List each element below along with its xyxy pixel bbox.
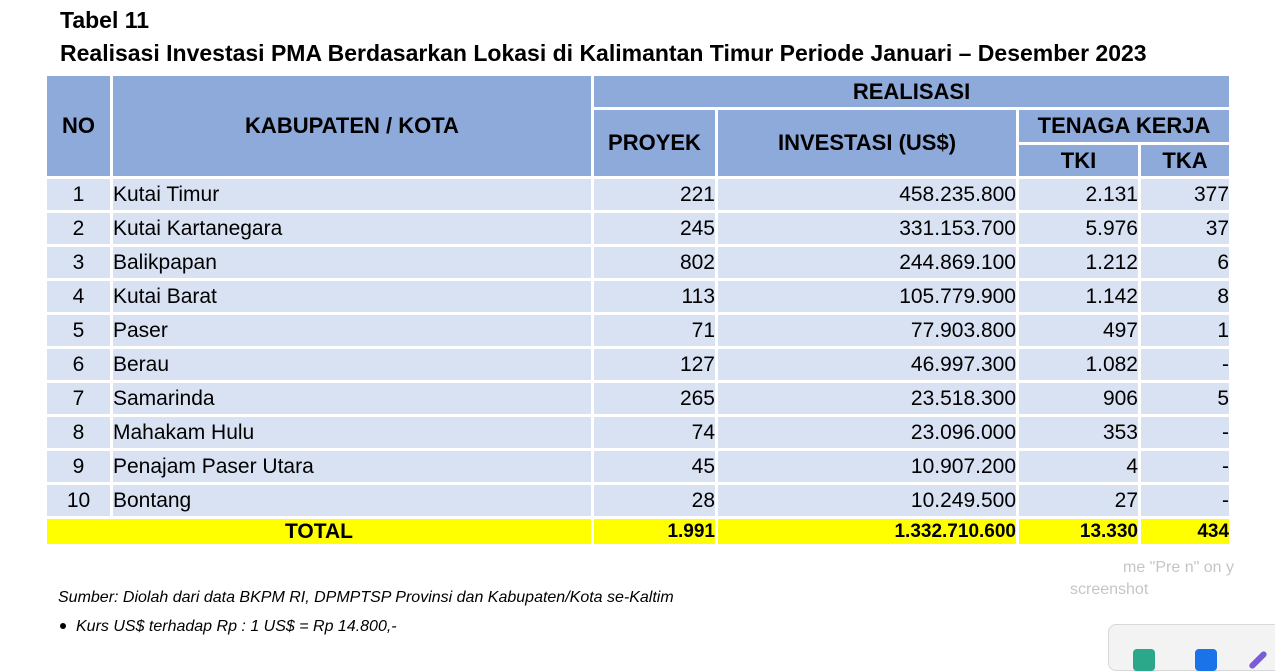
table-row: 10 Bontang 28 10.249.500 27 - (44, 482, 1233, 519)
taskbar-pen-icon[interactable] (1248, 650, 1268, 670)
cell-tki: 2.131 (1016, 176, 1141, 213)
table-row: 6 Berau 127 46.997.300 1.082 - (44, 346, 1233, 383)
cell-tki: 497 (1016, 312, 1141, 349)
cell-investasi: 23.096.000 (715, 414, 1019, 451)
cell-proyek: 45 (591, 448, 718, 485)
cell-region: Kutai Barat (110, 278, 594, 315)
cell-tka: - (1137, 346, 1233, 383)
total-tka: 434 (1137, 516, 1233, 547)
cell-no: 2 (44, 210, 113, 247)
header-proyek: PROYEK (591, 107, 718, 179)
cell-no: 10 (44, 482, 113, 519)
cell-tki: 1.212 (1016, 244, 1141, 281)
cell-region: Bontang (110, 482, 594, 519)
cell-investasi: 458.235.800 (715, 176, 1019, 213)
cell-no: 7 (44, 380, 113, 417)
cell-proyek: 802 (591, 244, 718, 281)
cell-region: Paser (110, 312, 594, 349)
source-note: Sumber: Diolah dari data BKPM RI, DPMPTS… (58, 589, 674, 606)
cell-region: Kutai Kartanegara (110, 210, 594, 247)
cell-proyek: 265 (591, 380, 718, 417)
table-title: Realisasi Investasi PMA Berdasarkan Loka… (60, 40, 1147, 66)
header-no: NO (44, 73, 113, 179)
cell-investasi: 244.869.100 (715, 244, 1019, 281)
table-row: 1 Kutai Timur 221 458.235.800 2.131 377 (44, 176, 1233, 213)
total-row: TOTAL 1.991 1.332.710.600 13.330 434 (44, 516, 1233, 547)
table-row: 3 Balikpapan 802 244.869.100 1.212 6 (44, 244, 1233, 281)
cell-tka: 6 (1137, 244, 1233, 281)
taskbar-tray (1108, 624, 1275, 671)
cell-investasi: 10.907.200 (715, 448, 1019, 485)
cell-region: Samarinda (110, 380, 594, 417)
cell-no: 3 (44, 244, 113, 281)
cell-no: 9 (44, 448, 113, 485)
cell-tki: 5.976 (1016, 210, 1141, 247)
overlay-text-line2: screenshot (1070, 581, 1149, 598)
taskbar-browser-icon[interactable] (1195, 649, 1217, 671)
table-label: Tabel 11 (60, 7, 150, 33)
cell-region: Berau (110, 346, 594, 383)
cell-proyek: 127 (591, 346, 718, 383)
cell-tka: 37 (1137, 210, 1233, 247)
cell-tki: 27 (1016, 482, 1141, 519)
cell-proyek: 221 (591, 176, 718, 213)
cell-region: Kutai Timur (110, 176, 594, 213)
header-tenaga-kerja: TENAGA KERJA (1015, 107, 1233, 145)
header-tka: TKA (1137, 142, 1233, 179)
cell-tka: - (1137, 414, 1233, 451)
investment-table: NO KABUPATEN / KOTA REALISASI PROYEK INV… (44, 73, 1233, 547)
cell-tki: 4 (1016, 448, 1141, 485)
exchange-rate-note: Kurs US$ terhadap Rp : 1 US$ = Rp 14.800… (58, 618, 397, 636)
cell-tka: 1 (1137, 312, 1233, 349)
table-row: 5 Paser 71 77.903.800 497 1 (44, 312, 1233, 349)
header-investasi: INVESTASI (US$) (715, 107, 1019, 179)
cell-proyek: 245 (591, 210, 718, 247)
cell-region: Balikpapan (110, 244, 594, 281)
taskbar-app-icon[interactable] (1133, 649, 1155, 671)
cell-investasi: 46.997.300 (715, 346, 1019, 383)
table-row: 9 Penajam Paser Utara 45 10.907.200 4 - (44, 448, 1233, 485)
total-investasi: 1.332.710.600 (715, 516, 1019, 547)
table-row: 2 Kutai Kartanegara 245 331.153.700 5.97… (44, 210, 1233, 247)
cell-no: 5 (44, 312, 113, 349)
cell-investasi: 331.153.700 (715, 210, 1019, 247)
cell-tki: 1.142 (1016, 278, 1141, 315)
bullet-icon (60, 622, 66, 629)
total-tki: 13.330 (1016, 516, 1141, 547)
cell-no: 8 (44, 414, 113, 451)
cell-region: Mahakam Hulu (110, 414, 594, 451)
cell-no: 6 (44, 346, 113, 383)
total-label: TOTAL (44, 516, 594, 547)
cell-investasi: 10.249.500 (715, 482, 1019, 519)
overlay-text-line1: me "Pre n" on y (1123, 559, 1234, 576)
cell-proyek: 113 (591, 278, 718, 315)
total-proyek: 1.991 (591, 516, 718, 547)
cell-tka: 8 (1137, 278, 1233, 315)
cell-proyek: 71 (591, 312, 718, 349)
cell-no: 1 (44, 176, 113, 213)
cell-tki: 1.082 (1016, 346, 1141, 383)
header-region: KABUPATEN / KOTA (110, 73, 594, 179)
cell-tka: - (1137, 482, 1233, 519)
cell-tka: - (1137, 448, 1233, 485)
header-realisasi: REALISASI (590, 73, 1233, 110)
cell-region: Penajam Paser Utara (110, 448, 594, 485)
cell-proyek: 28 (591, 482, 718, 519)
exchange-rate-text: Kurs US$ terhadap Rp : 1 US$ = Rp 14.800… (76, 618, 397, 635)
cell-investasi: 77.903.800 (715, 312, 1019, 349)
cell-investasi: 105.779.900 (715, 278, 1019, 315)
cell-investasi: 23.518.300 (715, 380, 1019, 417)
cell-tki: 906 (1016, 380, 1141, 417)
table-row: 7 Samarinda 265 23.518.300 906 5 (44, 380, 1233, 417)
screenshot-hint-overlay: me "Pre n" on y screenshot (1058, 544, 1275, 614)
table-row: 8 Mahakam Hulu 74 23.096.000 353 - (44, 414, 1233, 451)
cell-no: 4 (44, 278, 113, 315)
table-row: 4 Kutai Barat 113 105.779.900 1.142 8 (44, 278, 1233, 315)
cell-proyek: 74 (591, 414, 718, 451)
header-tki: TKI (1016, 142, 1141, 179)
cell-tki: 353 (1016, 414, 1141, 451)
cell-tka: 377 (1137, 176, 1233, 213)
cell-tka: 5 (1137, 380, 1233, 417)
